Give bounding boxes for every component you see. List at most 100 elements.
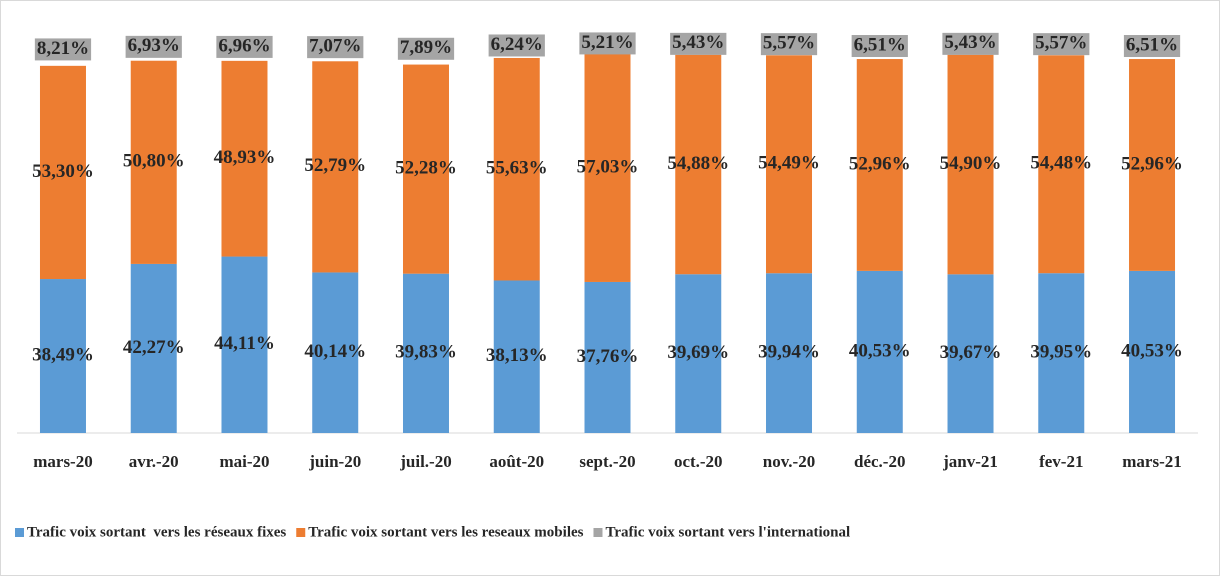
data-label-group: 5,43% [942,32,999,55]
data-label-group: 39,94% [758,341,820,362]
legend-swatch [296,528,306,537]
data-label-group: 48,93% [214,147,276,168]
data-label-group: 52,96% [849,153,911,174]
bar-segment [312,272,359,433]
bar-segment [130,60,177,264]
data-label-background [851,35,908,58]
bar-segment [766,55,813,274]
x-tick-label: mars-21 [1122,452,1181,471]
data-label-background [34,38,92,61]
data-label-group: 39,69% [667,342,729,363]
data-label-group: 39,83% [395,342,457,363]
data-label: 54,88% [667,153,729,174]
bar-segment [1129,59,1176,271]
data-label: 6,51% [1126,34,1178,55]
x-tick-label: janv-21 [942,452,998,471]
data-label-group: 7,89% [397,37,455,60]
bar-segment [130,263,177,433]
bar-segment [493,280,540,433]
data-label: 6,93% [128,35,180,56]
data-label: 5,43% [944,32,996,53]
bar-segment [856,59,903,271]
data-label-group: 6,51% [1123,34,1181,58]
data-label-group: 42,27% [123,337,185,358]
bar-segment [221,60,268,257]
data-label: 38,13% [486,345,548,366]
data-label-background [1123,35,1181,58]
data-label: 39,69% [667,342,729,363]
data-label: 6,24% [491,34,543,55]
data-label: 52,96% [849,153,911,174]
data-label-group: 54,48% [1030,153,1092,174]
data-label-group: 50,80% [123,151,185,172]
legend-label: Trafic voix sortant vers les reseaux mob… [308,524,583,540]
data-label-group: 5,57% [760,32,818,56]
data-label: 5,43% [672,32,724,53]
data-label: 5,21% [581,32,633,53]
data-label-group: 5,21% [579,32,636,55]
legend-swatch [593,528,603,537]
data-label-group: 6,24% [488,34,545,57]
bar-segment [1038,273,1085,433]
data-label-background [579,32,636,55]
bar-segment [402,64,449,274]
data-label: 44,11% [214,333,275,354]
data-label: 37,76% [577,346,639,367]
data-label-group: 55,63% [486,158,548,179]
data-label-group: 5,57% [1033,32,1090,56]
bar-segment [221,256,268,433]
data-label: 38,49% [32,344,94,365]
data-label-group: 38,13% [486,345,548,366]
data-label-group: 54,90% [940,153,1002,174]
x-tick-label: juil.-20 [399,452,451,471]
data-label-group: 54,88% [667,153,729,174]
x-tick-label: déc.-20 [854,452,905,471]
data-label: 7,07% [309,35,361,56]
x-tick-label: mars-20 [33,452,92,471]
data-label-background [125,35,182,58]
data-label-group: 6,93% [125,35,182,58]
data-label: 39,67% [940,342,1002,363]
data-label-group: 37,76% [577,346,639,367]
data-label-background [397,37,455,60]
legend-label: Trafic voix sortant vers les réseaux fix… [27,524,286,540]
bar-segment [493,57,540,281]
data-label-group: 52,96% [1121,153,1183,174]
bar-segment [402,273,449,433]
x-tick-label: mai-20 [219,452,269,471]
data-label-group: 40,53% [1121,340,1183,361]
data-label: 54,48% [1030,153,1092,174]
data-label: 5,57% [1035,32,1087,53]
data-label: 39,95% [1030,341,1092,362]
data-label: 39,83% [395,342,457,363]
data-label: 54,49% [758,153,820,174]
bar-segment [584,281,631,433]
data-label-group: 6,51% [851,34,908,58]
x-tick-label: août-20 [489,452,544,471]
data-label-group: 38,49% [32,344,94,365]
x-tick-label: fev-21 [1039,452,1083,471]
data-label: 6,96% [218,35,270,56]
data-label: 53,30% [32,161,94,182]
data-label-background [760,33,818,56]
data-label: 7,89% [400,37,452,58]
bar-segment [39,279,86,433]
data-label: 40,53% [1121,340,1183,361]
data-label-background [670,32,727,55]
data-label-group: 44,11% [214,333,275,354]
data-label-background [942,32,999,55]
data-label-group: 5,43% [670,32,727,55]
data-label-group: 53,30% [32,161,94,182]
data-label-group: 57,03% [577,156,639,177]
x-tick-label: juin-20 [308,452,361,471]
bar-segment [1038,55,1085,274]
bar-segment [856,270,903,433]
data-label: 54,90% [940,153,1002,174]
data-label-group: 39,67% [940,342,1002,363]
bar-segment [39,65,86,280]
data-label: 48,93% [214,147,276,168]
data-label: 55,63% [486,158,548,179]
data-label-background [488,34,545,57]
data-label-group: 40,53% [849,340,911,361]
